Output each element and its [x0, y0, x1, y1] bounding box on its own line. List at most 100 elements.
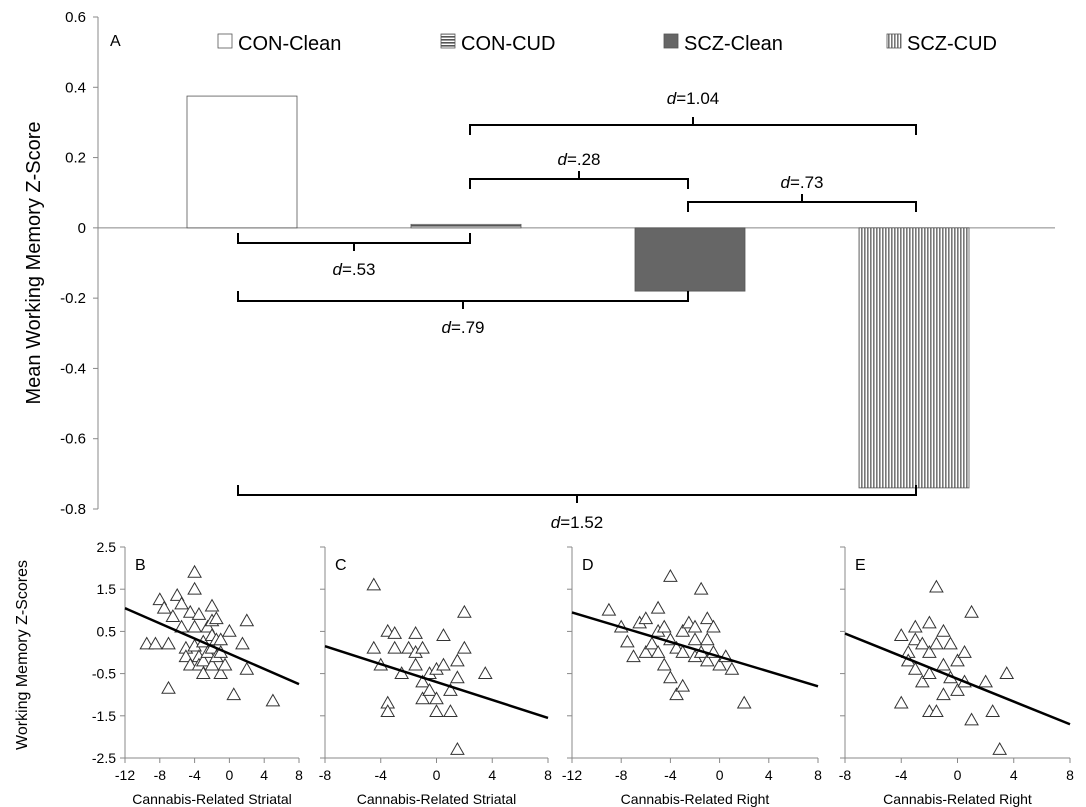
y-tick-label: 0.6: [65, 9, 86, 26]
scatter-point: [436, 657, 451, 671]
scatter-point: [675, 678, 691, 692]
x-tick-label: 4: [1010, 767, 1018, 783]
effect-size-label: d=.73: [780, 173, 823, 192]
scatter-point: [964, 712, 979, 726]
effect-size-label: d=.28: [557, 150, 600, 169]
panel-b: 2.5 1.5 0.5 -0.5 -1.5 -2.5-12 -8 -4 0 4 8Cannabis-…: [92, 539, 303, 807]
scatter-point: [408, 657, 423, 671]
effect-size-label: d=.79: [441, 318, 484, 337]
scatter-point: [936, 657, 951, 671]
x-tick-label: -8: [319, 767, 332, 783]
scatter-point: [675, 623, 691, 637]
scatter-point: [601, 602, 617, 616]
scatter-point: [450, 742, 465, 755]
legend-con-cud: CON-CUD: [461, 33, 555, 55]
effect-size-label: d=.53: [332, 260, 375, 279]
scatter-point: [366, 640, 382, 654]
x-tick-label: 8: [544, 767, 552, 783]
scatter-point: [936, 687, 951, 701]
effect-bracket: [237, 291, 689, 309]
effect-bracket: [237, 233, 471, 251]
x-tick-label: 0: [716, 767, 724, 783]
y-tick-label: -0.6: [60, 431, 86, 448]
scatter-point: [619, 634, 635, 648]
scatter-point: [161, 636, 176, 650]
x-tick-label: 8: [1066, 767, 1074, 783]
scatter-point: [187, 581, 202, 595]
x-tick-label: -12: [562, 767, 582, 783]
scatter-point: [650, 644, 666, 658]
scatter-point: [204, 657, 220, 671]
scatter-point: [669, 687, 684, 701]
x-tick-label: 8: [814, 767, 822, 783]
trend-line: [571, 611, 819, 688]
scatter-point: [638, 611, 654, 625]
scatter-point: [922, 615, 937, 629]
scatter-point: [366, 577, 382, 591]
bar-con-cud: [410, 223, 522, 229]
legend-scz-cud-swatch: [886, 33, 902, 49]
scatter-point: [204, 598, 220, 612]
scatter-point: [239, 661, 255, 675]
scatter-point: [187, 619, 202, 633]
scatter-point: [929, 636, 944, 650]
x-tick-label: -4: [375, 767, 388, 783]
x-tick-label: -4: [664, 767, 677, 783]
effect-size-label: d=1.52: [551, 513, 603, 532]
scatter-point: [208, 611, 224, 625]
scatter-point: [387, 626, 403, 639]
x-tick-label: 4: [488, 767, 496, 783]
panel-letter: C: [335, 557, 347, 574]
trend-line: [844, 632, 1071, 726]
scatter-point: [477, 666, 493, 679]
scatter-point: [656, 657, 672, 671]
scatter-point: [907, 632, 923, 646]
scatter-point: [914, 636, 930, 650]
trend-line: [324, 644, 549, 720]
legend-scz-cud: SCZ-CUD: [907, 33, 997, 55]
scatter-point: [187, 564, 202, 578]
scatter-point: [957, 644, 972, 658]
panel-a: 0.6 0.4 0.2 0 -0.2 -0.4 -0.6 -0.8 Mean Working M…: [23, 9, 1055, 532]
x-tick-label: -8: [615, 767, 628, 783]
y-tick-label: -0.8: [60, 501, 86, 518]
effect-bracket: [237, 485, 917, 503]
scatter-point: [450, 670, 465, 684]
scatter-point: [943, 636, 958, 650]
y-tick-label: 0: [78, 220, 86, 237]
scatter-point: [929, 704, 944, 717]
y-tick-label: 0.5: [97, 623, 117, 639]
scatter-point: [401, 640, 416, 654]
scatter-point: [914, 674, 930, 688]
scatter-point: [182, 604, 198, 618]
x-axis-label: Cannabis-Related Right: [621, 791, 770, 807]
scatter-point: [712, 657, 727, 671]
scatter-point: [663, 569, 678, 582]
scatter-point: [265, 693, 281, 707]
y-tick-label: -1.5: [92, 708, 116, 724]
legend-scz-clean: SCZ-Clean: [684, 33, 783, 55]
x-tick-label: -4: [188, 767, 201, 783]
scatter-point: [161, 680, 176, 694]
bar-scz-clean: [634, 227, 746, 292]
scatter-point: [429, 691, 444, 705]
scatter-point: [178, 649, 194, 663]
x-tick-label: -8: [839, 767, 852, 783]
y-tick-label: -0.5: [92, 666, 116, 682]
scatter-point: [226, 687, 242, 701]
scatter-point: [156, 600, 172, 614]
trend-line: [124, 607, 300, 686]
scatter-point: [222, 623, 237, 637]
scatter-point: [380, 704, 396, 717]
scatter-point: [644, 636, 660, 650]
x-tick-label: 4: [765, 767, 773, 783]
x-axis-label: Cannabis-Related Striatal: [357, 791, 517, 807]
scatter-point: [687, 619, 703, 633]
scatter-point: [148, 636, 163, 650]
scatter-point: [387, 640, 403, 654]
x-axis-label: Cannabis-Related Right: [883, 791, 1032, 807]
x-tick-label: -8: [154, 767, 167, 783]
y-tick-label: -0.2: [60, 290, 86, 307]
